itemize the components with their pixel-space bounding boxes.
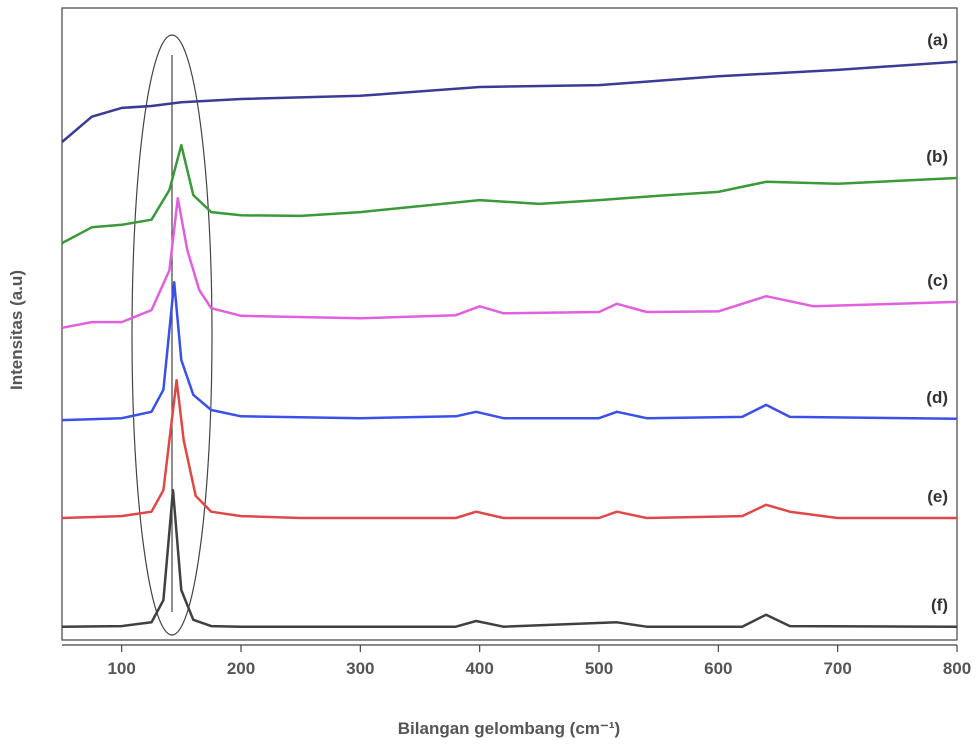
- x-tick-label: 800: [943, 659, 971, 678]
- x-tick-label: 200: [227, 659, 255, 678]
- spectrum-line: [61, 281, 958, 422]
- plot-frame: [61, 7, 958, 641]
- spectrum-line: [61, 488, 958, 628]
- spectrum-line: [61, 196, 958, 330]
- x-tick-label: 400: [465, 659, 493, 678]
- x-tick-label: 600: [704, 659, 732, 678]
- series-label: (a): [927, 31, 948, 50]
- x-tick-label: 300: [346, 659, 374, 678]
- x-tick-label: 500: [585, 659, 613, 678]
- series-label: (e): [927, 487, 948, 506]
- series-label: (c): [927, 271, 948, 290]
- series-label: (d): [926, 388, 948, 407]
- spectrum-line: [61, 60, 958, 143]
- x-tick-label: 700: [823, 659, 851, 678]
- series-label: (f): [931, 596, 948, 615]
- y-axis-label: Intensitas (a.u): [7, 270, 26, 390]
- x-axis-label: Bilangan gelombang (cm⁻¹): [398, 719, 620, 738]
- series-label: (b): [926, 147, 948, 166]
- spectrum-line: [61, 143, 958, 245]
- spectrum-line: [61, 378, 957, 520]
- x-tick-label: 100: [107, 659, 135, 678]
- highlight-ellipse: [131, 34, 213, 636]
